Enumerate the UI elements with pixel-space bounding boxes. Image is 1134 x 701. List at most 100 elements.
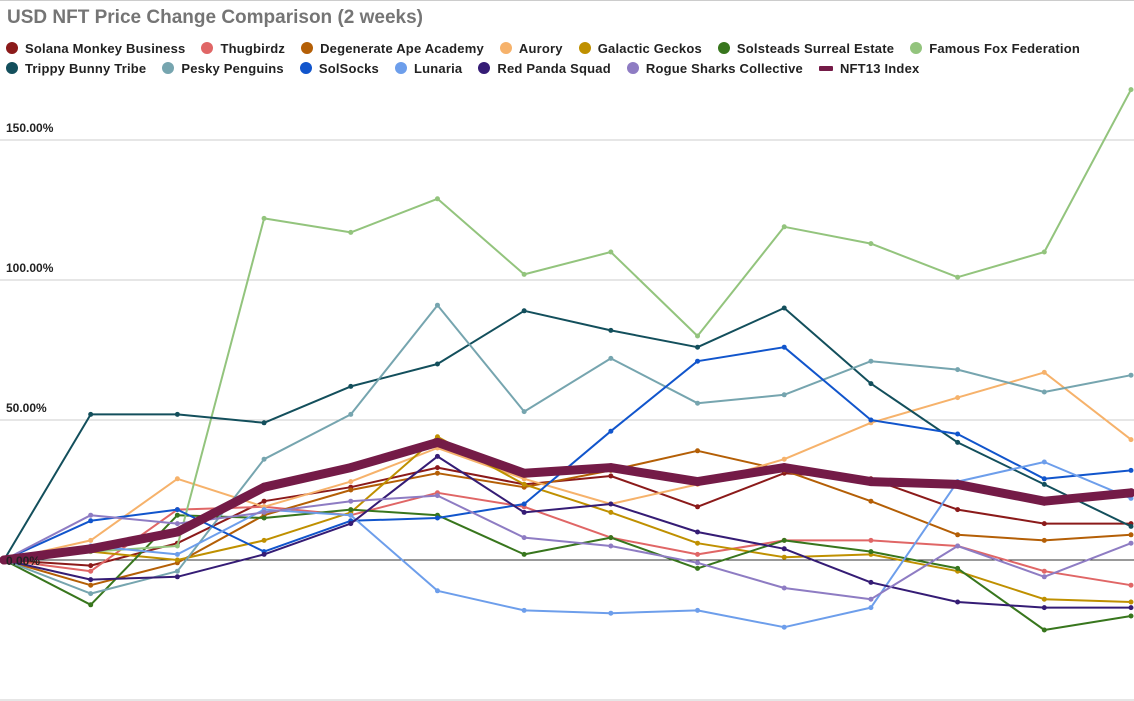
data-point-rogue-sharks-collective[interactable] <box>348 498 354 504</box>
data-point-rogue-sharks-collective[interactable] <box>521 535 527 541</box>
data-point-solsocks[interactable] <box>781 344 787 350</box>
data-point-nft13-index[interactable] <box>519 468 529 478</box>
data-point-solsocks[interactable] <box>521 501 527 507</box>
data-point-lunaria[interactable] <box>434 588 440 594</box>
data-point-nft13-index[interactable] <box>432 437 442 447</box>
data-point-rogue-sharks-collective[interactable] <box>1128 540 1134 546</box>
data-point-pesky-penguins[interactable] <box>781 392 787 398</box>
data-point-degenerate-ape-academy[interactable] <box>434 470 440 476</box>
legend-item-solsocks[interactable]: SolSocks <box>299 61 379 76</box>
data-point-rogue-sharks-collective[interactable] <box>695 560 701 566</box>
data-point-aurory[interactable] <box>174 476 180 482</box>
data-point-pesky-penguins[interactable] <box>261 456 267 462</box>
data-point-solsocks[interactable] <box>1128 467 1134 473</box>
data-point-solsteads-surreal-estate[interactable] <box>88 602 94 608</box>
data-point-trippy-bunny-tribe[interactable] <box>434 361 440 367</box>
data-point-rogue-sharks-collective[interactable] <box>781 585 787 591</box>
data-point-nft13-index[interactable] <box>693 477 703 487</box>
legend-item-pesky-penguins[interactable]: Pesky Penguins <box>162 61 284 76</box>
legend-item-solsteads-surreal-estate[interactable]: Solsteads Surreal Estate <box>717 41 894 56</box>
data-point-solsocks[interactable] <box>434 515 440 521</box>
data-point-rogue-sharks-collective[interactable] <box>955 543 961 549</box>
data-point-pesky-penguins[interactable] <box>348 411 354 417</box>
data-point-red-panda-squad[interactable] <box>955 599 961 605</box>
data-point-red-panda-squad[interactable] <box>261 551 267 557</box>
data-point-nft13-index[interactable] <box>779 463 789 473</box>
data-point-thugbirdz[interactable] <box>1128 582 1134 588</box>
series-line-aurory[interactable] <box>3 371 1132 561</box>
data-point-solsteads-surreal-estate[interactable] <box>608 535 614 541</box>
data-point-degenerate-ape-academy[interactable] <box>88 582 94 588</box>
series-line-nft13-index[interactable] <box>0 437 1134 565</box>
data-point-solana-monkey-business[interactable] <box>1041 521 1047 527</box>
data-point-nft13-index[interactable] <box>259 482 269 492</box>
data-point-famous-fox-federation[interactable] <box>261 215 267 221</box>
data-point-aurory[interactable] <box>1041 369 1047 375</box>
data-point-red-panda-squad[interactable] <box>348 521 354 527</box>
data-point-nft13-index[interactable] <box>1039 496 1049 506</box>
data-point-trippy-bunny-tribe[interactable] <box>88 411 94 417</box>
data-point-rogue-sharks-collective[interactable] <box>88 512 94 518</box>
data-point-galactic-geckos[interactable] <box>434 434 440 440</box>
data-point-red-panda-squad[interactable] <box>434 453 440 459</box>
data-point-pesky-penguins[interactable] <box>1041 389 1047 395</box>
data-point-lunaria[interactable] <box>868 605 874 611</box>
legend-item-thugbirdz[interactable]: Thugbirdz <box>201 41 285 56</box>
data-point-red-panda-squad[interactable] <box>1128 605 1134 611</box>
data-point-degenerate-ape-academy[interactable] <box>348 487 354 493</box>
data-point-nft13-index[interactable] <box>346 463 356 473</box>
data-point-nft13-index[interactable] <box>866 477 876 487</box>
data-point-solana-monkey-business[interactable] <box>434 465 440 471</box>
data-point-thugbirdz[interactable] <box>88 568 94 574</box>
data-point-trippy-bunny-tribe[interactable] <box>608 327 614 333</box>
data-point-red-panda-squad[interactable] <box>695 529 701 535</box>
data-point-rogue-sharks-collective[interactable] <box>434 493 440 499</box>
legend-item-aurory[interactable]: Aurory <box>499 41 563 56</box>
legend-item-famous-fox-federation[interactable]: Famous Fox Federation <box>910 41 1080 56</box>
data-point-trippy-bunny-tribe[interactable] <box>955 439 961 445</box>
data-point-galactic-geckos[interactable] <box>608 509 614 515</box>
data-point-pesky-penguins[interactable] <box>608 355 614 361</box>
data-point-solsteads-surreal-estate[interactable] <box>348 507 354 513</box>
data-point-famous-fox-federation[interactable] <box>955 274 961 280</box>
data-point-rogue-sharks-collective[interactable] <box>868 596 874 602</box>
data-point-lunaria[interactable] <box>608 610 614 616</box>
data-point-trippy-bunny-tribe[interactable] <box>695 344 701 350</box>
data-point-rogue-sharks-collective[interactable] <box>174 521 180 527</box>
data-point-lunaria[interactable] <box>781 624 787 630</box>
data-point-thugbirdz[interactable] <box>695 551 701 557</box>
legend-item-solana-monkey-business[interactable]: Solana Monkey Business <box>6 41 185 56</box>
data-point-galactic-geckos[interactable] <box>1041 596 1047 602</box>
data-point-red-panda-squad[interactable] <box>174 574 180 580</box>
data-point-red-panda-squad[interactable] <box>521 509 527 515</box>
data-point-famous-fox-federation[interactable] <box>1128 87 1134 93</box>
data-point-solana-monkey-business[interactable] <box>608 473 614 479</box>
data-point-solana-monkey-business[interactable] <box>88 563 94 569</box>
data-point-degenerate-ape-academy[interactable] <box>868 498 874 504</box>
data-point-lunaria[interactable] <box>521 607 527 613</box>
series-line-thugbirdz[interactable] <box>3 491 1132 587</box>
series-line-solsocks[interactable] <box>3 346 1132 561</box>
data-point-galactic-geckos[interactable] <box>781 554 787 560</box>
data-point-galactic-geckos[interactable] <box>695 540 701 546</box>
data-point-solsteads-surreal-estate[interactable] <box>1041 627 1047 633</box>
data-point-lunaria[interactable] <box>1041 459 1047 465</box>
series-galactic-geckos[interactable] <box>1 434 1134 605</box>
legend-item-trippy-bunny-tribe[interactable]: Trippy Bunny Tribe <box>6 61 146 76</box>
data-point-trippy-bunny-tribe[interactable] <box>521 308 527 314</box>
data-point-solsocks[interactable] <box>695 358 701 364</box>
data-point-red-panda-squad[interactable] <box>1041 605 1047 611</box>
data-point-solsocks[interactable] <box>88 518 94 524</box>
data-point-solana-monkey-business[interactable] <box>261 498 267 504</box>
data-point-solana-monkey-business[interactable] <box>955 507 961 513</box>
data-point-pesky-penguins[interactable] <box>1128 372 1134 378</box>
data-point-solsteads-surreal-estate[interactable] <box>174 512 180 518</box>
data-point-pesky-penguins[interactable] <box>434 302 440 308</box>
data-point-galactic-geckos[interactable] <box>174 557 180 563</box>
data-point-solsteads-surreal-estate[interactable] <box>781 537 787 543</box>
legend-item-galactic-geckos[interactable]: Galactic Geckos <box>578 41 702 56</box>
data-point-lunaria[interactable] <box>695 607 701 613</box>
data-point-degenerate-ape-academy[interactable] <box>955 532 961 538</box>
data-point-famous-fox-federation[interactable] <box>695 333 701 339</box>
data-point-solsocks[interactable] <box>608 428 614 434</box>
